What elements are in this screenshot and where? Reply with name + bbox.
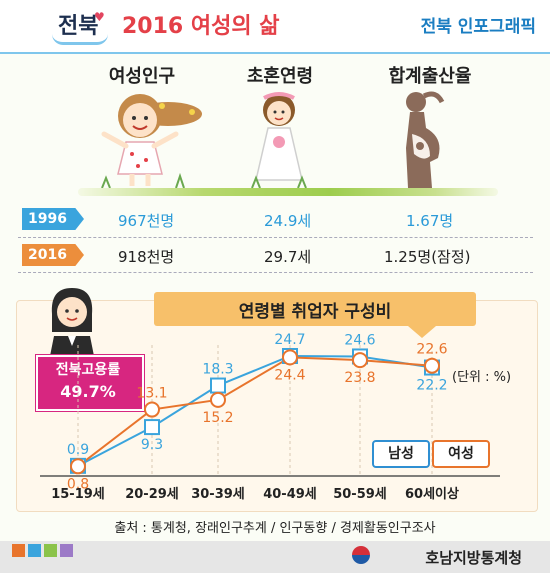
female-data-label: 13.1: [136, 386, 167, 402]
page-title: 2016 여성의 삶: [122, 14, 280, 39]
column-label-population: 여성인구: [108, 66, 176, 87]
row-divider: [18, 237, 533, 238]
x-tick-label: 40-49세: [263, 487, 317, 502]
male-point: [144, 419, 160, 436]
male-data-label: 0.9: [67, 442, 89, 458]
footer-swatch-purple: [60, 544, 73, 557]
male-data-label: 9.3: [141, 437, 163, 453]
female-point: [144, 401, 160, 418]
female-data-label: 22.6: [416, 342, 447, 358]
x-tick-label: 20-29세: [125, 487, 179, 502]
year-label-1996: 1996: [22, 208, 84, 230]
agency-name: 호남지방통계청: [425, 549, 522, 567]
employment-rate-label: 전북고용률: [55, 362, 121, 378]
fertility-2016: 1.25명(잠정): [384, 248, 471, 266]
source-text: 출처 : 통계청, 장래인구추계 / 인구동향 / 경제활동인구조사: [114, 521, 436, 536]
header-divider: [0, 52, 550, 54]
grass-strip: [78, 188, 498, 196]
male-data-label: 22.2: [416, 378, 447, 394]
male-data-label: 24.6: [344, 332, 375, 348]
female-point: [70, 458, 86, 475]
female-data-label: 23.8: [344, 370, 375, 386]
footer-swatch-blue: [28, 544, 41, 557]
female-data-label: 24.4: [274, 367, 305, 383]
series-line-male: [77, 354, 433, 467]
row-divider: [18, 272, 533, 273]
female-point: [282, 349, 298, 366]
plot-area: 0.9 9.3 18.3 24.7 24.6 22.2 0.8 13.1 15.2 24.4 23.…: [40, 332, 500, 502]
employment-rate-box: [35, 354, 145, 412]
x-tick-label: 30-39세: [191, 487, 245, 502]
legend-male: 남성: [372, 440, 430, 468]
male-point: [210, 377, 226, 394]
series-line-female: [77, 356, 433, 468]
chart-title-banner: [154, 292, 476, 326]
arrow-down-icon: [408, 326, 436, 338]
footer: [0, 541, 550, 573]
swoosh-icon: [52, 34, 108, 45]
unit-label: (단위 : %): [452, 370, 511, 385]
government-emblem-icon: [352, 546, 370, 564]
female-point: [352, 352, 368, 369]
x-tick-label: 60세이상: [405, 486, 459, 502]
footer-swatch-green: [44, 544, 57, 557]
heart-icon: ♥: [94, 10, 105, 24]
businesswoman-illustration: [50, 288, 94, 356]
pregnant-woman-silhouette: [406, 91, 445, 188]
male-data-label: 24.7: [274, 332, 305, 348]
marriage-age-1996: 24.9세: [264, 212, 312, 230]
column-label-fertility: 합계출산율: [388, 66, 472, 87]
female-data-label: 15.2: [202, 410, 233, 426]
female-point: [424, 357, 440, 374]
x-tick-label: 50-59세: [333, 487, 387, 502]
girl-illustration: [101, 94, 202, 189]
marriage-age-2016: 29.7세: [264, 248, 312, 266]
female-data-label: 0.8: [67, 476, 89, 492]
x-tick-label: 15-19세: [51, 487, 105, 502]
employment-rate-value: 49.7%: [60, 382, 116, 401]
year-label-2016: 2016: [22, 244, 84, 266]
male-data-label: 18.3: [202, 362, 233, 378]
chart-title: 연령별 취업자 구성비: [238, 302, 392, 322]
population-2016: 918천명: [118, 248, 175, 266]
population-1996: 967천명: [118, 212, 175, 230]
footer-swatch-orange: [12, 544, 25, 557]
fertility-1996: 1.67명: [406, 212, 454, 230]
female-point: [210, 391, 226, 408]
bride-illustration: [251, 92, 307, 189]
column-label-marriage-age: 초혼연령: [246, 66, 314, 87]
legend-female: 여성: [432, 440, 490, 468]
header-subtitle: 전북 인포그래픽: [420, 17, 536, 37]
